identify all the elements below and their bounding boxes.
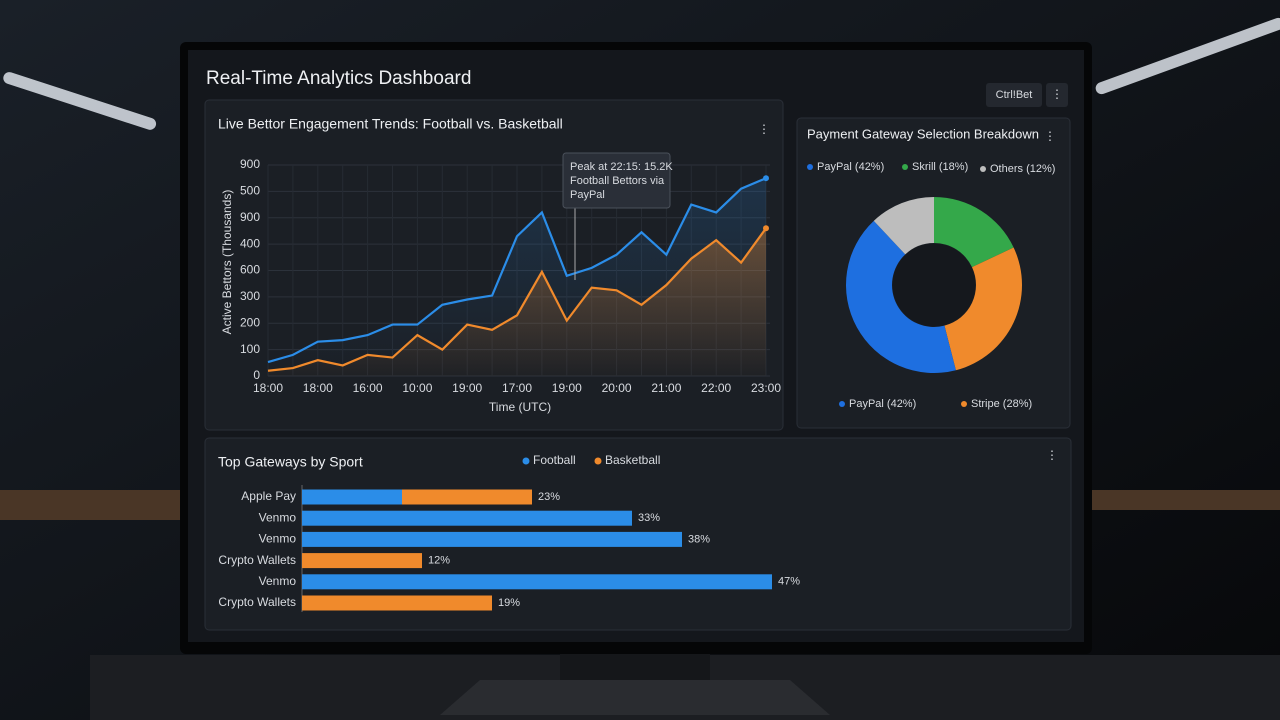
bar [402, 489, 532, 505]
y-tick-label: 100 [240, 342, 260, 356]
y-tick-label: 500 [240, 184, 260, 198]
callout-swatch [961, 401, 967, 407]
button-label[interactable]: Ctrl!Bet [996, 89, 1033, 101]
annotation-box [562, 152, 671, 209]
button[interactable] [986, 83, 1042, 107]
y-tick-label: 0 [253, 368, 260, 382]
bar [302, 595, 492, 611]
line [267, 177, 767, 364]
menu-icon[interactable]: ⋮ [758, 122, 770, 136]
menu-button[interactable] [1046, 83, 1068, 107]
desk [0, 490, 180, 520]
legend-swatch [902, 164, 908, 170]
pie-slice [944, 247, 1022, 371]
value-label: 23% [538, 491, 560, 503]
x-tick-label: 22:00 [701, 381, 731, 395]
bar [302, 489, 402, 505]
x-tick-label: 10:00 [402, 381, 432, 395]
chart-title: Live Bettor Engagement Trends: Football … [218, 116, 563, 132]
callout-swatch [839, 401, 845, 407]
legend-swatch [807, 164, 813, 170]
menu-icon[interactable]: ⋮ [1051, 87, 1063, 101]
x-tick-label: 17:00 [502, 381, 532, 395]
y-tick-label: Venmo [259, 574, 297, 588]
callout-label: Stripe (28%) [971, 398, 1032, 410]
legend-swatch [522, 457, 530, 465]
x-tick-label: 19:00 [452, 381, 482, 395]
x-tick-label: 16:00 [353, 381, 383, 395]
end-point [763, 175, 769, 182]
legend-label: Others (12%) [990, 163, 1055, 175]
bar [302, 531, 682, 547]
value-label: 12% [428, 555, 450, 567]
y-tick-label: Apple Pay [241, 489, 296, 503]
value-label: 47% [778, 576, 800, 588]
value-label: 33% [638, 512, 660, 524]
bar [302, 553, 422, 569]
annotation-text: Peak at 22:15: 15.2K [570, 161, 673, 173]
menu-icon[interactable]: ⋮ [1044, 129, 1056, 143]
callout-label: PayPal (42%) [849, 398, 916, 410]
legend-label: Skrill (18%) [912, 161, 968, 173]
y-tick-label: Crypto Wallets [218, 595, 296, 609]
pie-slice [845, 220, 956, 374]
monitor-stand [440, 680, 830, 715]
end-point [763, 225, 769, 232]
x-tick-label: 18:00 [303, 381, 333, 395]
menu-icon[interactable]: ⋮ [1046, 448, 1058, 462]
ceiling-light [1095, 17, 1280, 95]
value-label: 38% [688, 533, 710, 545]
y-tick-label: Venmo [259, 532, 297, 546]
chart-title: Payment Gateway Selection Breakdown [807, 126, 1039, 141]
x-tick-label: 20:00 [602, 381, 632, 395]
y-axis-label: Active Bettors (Thousands) [220, 190, 234, 335]
y-tick-label: 900 [240, 157, 260, 171]
y-tick-label: Venmo [259, 510, 297, 524]
x-tick-label: 21:00 [651, 381, 681, 395]
value-label: 19% [498, 597, 520, 609]
legend-label: PayPal (42%) [817, 161, 884, 173]
x-tick-label: 23:00 [751, 381, 781, 395]
bar [302, 510, 632, 526]
y-tick-label: Crypto Wallets [218, 553, 296, 567]
legend-label: Football [533, 453, 576, 467]
annotation-text: PayPal [570, 189, 605, 201]
line [267, 227, 767, 372]
chart-title: Top Gateways by Sport [218, 454, 363, 470]
bar [302, 574, 772, 590]
donut-hole [892, 243, 976, 327]
pie-slice [873, 197, 934, 255]
y-tick-label: 400 [240, 236, 260, 250]
area [268, 228, 766, 376]
pie-slice [934, 197, 1014, 268]
x-tick-label: 19:00 [552, 381, 582, 395]
y-tick-label: 300 [240, 289, 260, 303]
y-tick-label: 200 [240, 315, 260, 329]
legend-swatch [980, 166, 986, 172]
ceiling-light [3, 72, 157, 130]
y-tick-label: 900 [240, 210, 260, 224]
annotation-text: Football Bettors via [570, 175, 665, 187]
dashboard-title: Real-Time Analytics Dashboard [206, 68, 471, 89]
desk [1090, 490, 1280, 510]
x-tick-label: 18:00 [253, 381, 283, 395]
legend-swatch [594, 457, 602, 465]
legend-label: Basketball [605, 453, 660, 467]
x-axis-label: Time (UTC) [489, 400, 551, 414]
y-tick-label: 600 [240, 263, 260, 277]
